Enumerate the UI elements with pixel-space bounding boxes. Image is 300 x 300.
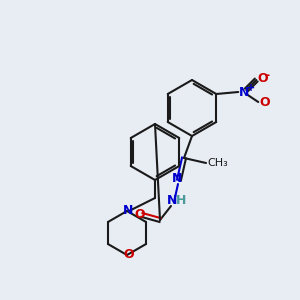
Text: N: N [167, 194, 177, 208]
Text: O: O [134, 208, 145, 220]
Text: O: O [257, 73, 268, 85]
Text: N: N [123, 203, 134, 217]
Text: N: N [172, 172, 182, 185]
Text: H: H [176, 194, 186, 208]
Text: O: O [259, 95, 270, 109]
Text: CH₃: CH₃ [207, 158, 228, 168]
Text: +: + [247, 83, 255, 93]
Text: O: O [123, 248, 134, 260]
Text: -: - [264, 68, 269, 82]
Text: N: N [239, 85, 250, 98]
